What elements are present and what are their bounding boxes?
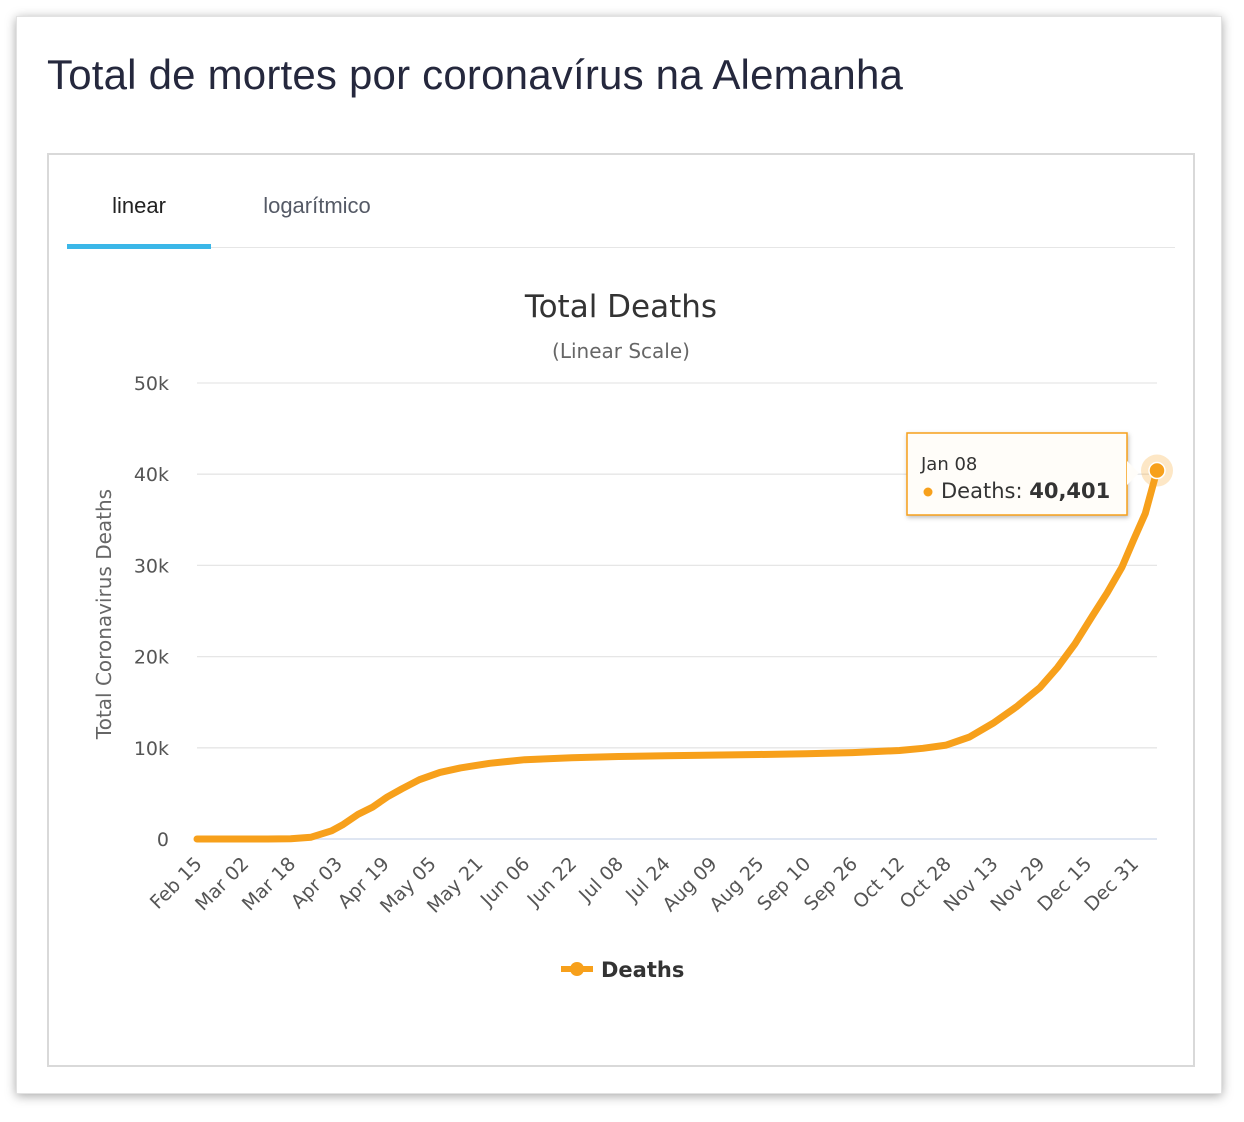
chart-subtitle: (Linear Scale) (552, 339, 690, 363)
tooltip-pointer (1127, 461, 1139, 485)
y-tick-label: 0 (157, 829, 169, 851)
y-axis-title: Total Coronavirus Deaths (92, 489, 116, 740)
deaths-series-line[interactable] (193, 467, 1161, 843)
chart-title: Total Deaths (524, 289, 717, 325)
tab-linear[interactable]: linear (112, 193, 166, 218)
tooltip-date: Jan 08 (920, 454, 977, 475)
page-title: Total de mortes por coronavírus na Alema… (47, 51, 904, 98)
y-axis-ticks: 0 10k 20k 30k 40k 50k (134, 373, 169, 851)
chart-panel: linear logarítmico Total Deaths (Linear … (47, 153, 1195, 1067)
x-tick-label: Jul 08 (574, 853, 628, 907)
tooltip-line: Deaths: 40,401 (941, 479, 1110, 503)
chart-card: Total de mortes por coronavírus na Alema… (16, 16, 1222, 1094)
tooltip-box (906, 432, 1128, 516)
y-tick-label: 40k (134, 464, 169, 486)
x-tick-label: Jun 22 (523, 853, 582, 912)
deaths-line-chart: Total Deaths (Linear Scale) Total Corona… (92, 289, 1173, 982)
tooltip-series-label: Deaths (941, 479, 1015, 503)
x-tick-label: Apr 03 (287, 853, 347, 913)
tooltip-value: 40,401 (1029, 479, 1110, 503)
active-tab-indicator (67, 244, 211, 249)
series-layer (193, 454, 1173, 843)
tab-logarithmic[interactable]: logarítmico (263, 193, 371, 218)
y-tick-label: 10k (134, 738, 169, 760)
hover-point-marker[interactable] (1148, 461, 1166, 480)
legend[interactable]: Deaths (561, 958, 684, 982)
x-tick-label: Sep 26 (800, 853, 862, 915)
tooltip-series-dot (923, 487, 933, 497)
scale-tabs: linear logarítmico (67, 155, 1175, 249)
y-tick-label: 20k (134, 647, 169, 669)
y-tick-label: 50k (134, 373, 169, 395)
legend-label-deaths[interactable]: Deaths (601, 958, 684, 982)
tooltip-colon: : (1015, 479, 1029, 503)
legend-marker (570, 962, 584, 976)
x-tick-label: Jun 06 (476, 853, 535, 912)
tooltip: Jan 08 Deaths: 40,401 (906, 432, 1139, 516)
x-tick-label: Mar 18 (238, 853, 300, 915)
y-tick-label: 30k (134, 555, 169, 577)
x-tick-label: Oct 12 (849, 853, 909, 913)
